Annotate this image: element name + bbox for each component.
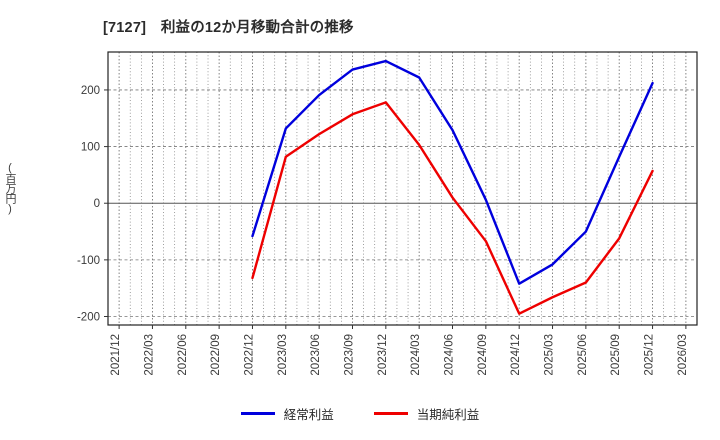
chart-legend: 経常利益 当期純利益 (0, 404, 720, 423)
legend-item-0[interactable]: 経常利益 (240, 404, 334, 423)
x-tick-label: 2026/03 (677, 334, 689, 376)
data-series (251, 59, 654, 315)
x-tick-label: 2025/12 (644, 334, 656, 376)
y-tick-label: -100 (77, 255, 100, 267)
x-tick-label: 2024/03 (410, 334, 422, 376)
major-y-gridlines (108, 89, 697, 317)
minor-gridlines (118, 52, 687, 325)
x-tick-label: 2025/06 (577, 334, 589, 376)
legend-swatch-line-icon (373, 412, 408, 415)
legend-label-0: 経常利益 (283, 408, 334, 422)
legend-swatch-line-icon (240, 412, 275, 415)
x-tick-labels: 2021/12 2022/03 2022/06 2022/09 2022/12 2023/… (110, 325, 689, 376)
series-line-1 (251, 101, 654, 315)
x-tick-label: 2021/12 (110, 334, 122, 376)
x-tick-label: 2022/09 (210, 334, 222, 376)
x-tick-label: 2024/09 (477, 334, 489, 376)
chart-title: [7127] 利益の12か月移動合計の推移 (103, 20, 354, 36)
y-tick-labels: 200 100 0 -100 -200 (77, 85, 108, 324)
x-tick-label: 2022/03 (143, 334, 155, 376)
x-tick-label: 2025/03 (544, 334, 556, 376)
x-tick-label: 2023/06 (310, 334, 322, 376)
plot-frame (107, 51, 698, 326)
x-tick-label: 2023/03 (277, 334, 289, 376)
x-tick-label: 2022/12 (243, 334, 255, 376)
y-tick-label: 0 (94, 198, 100, 210)
x-tick-label: 2024/06 (444, 334, 456, 376)
x-tick-label: 2023/09 (343, 334, 355, 376)
x-tick-label: 2022/06 (177, 334, 189, 376)
y-axis-label: (百万円) (4, 162, 16, 214)
y-tick-label: 200 (81, 85, 100, 97)
y-tick-label: 100 (81, 142, 100, 154)
x-tick-label: 2023/12 (377, 334, 389, 376)
x-tick-label: 2024/12 (510, 334, 522, 376)
y-tick-label: -200 (77, 312, 100, 324)
x-tick-label: 2025/09 (610, 334, 622, 376)
legend-item-1[interactable]: 当期純利益 (373, 404, 480, 423)
legend-label-1: 当期純利益 (416, 408, 480, 422)
series-line-0 (251, 59, 654, 285)
